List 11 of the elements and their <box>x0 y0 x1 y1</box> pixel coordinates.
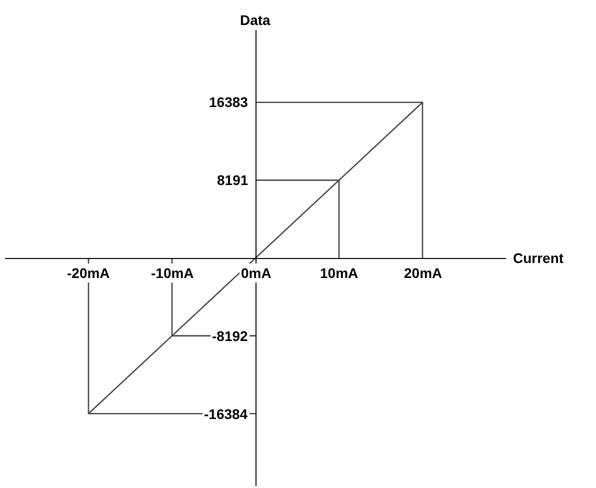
x-tick-label: 20mA <box>404 265 442 281</box>
x-tick-label: -20mA <box>67 265 110 281</box>
y-tick-label: -16384 <box>204 406 248 422</box>
x-tick-label: 10mA <box>320 265 358 281</box>
x-tick-label: 0mA <box>241 265 272 281</box>
y-tick-label: 8191 <box>217 172 248 188</box>
y-axis-title: Data <box>240 12 271 28</box>
y-tick-label: -8192 <box>212 328 248 344</box>
y-tick-label: 16383 <box>209 94 248 110</box>
x-tick-label: -10mA <box>151 265 194 281</box>
x-axis-title: Current <box>513 250 564 266</box>
